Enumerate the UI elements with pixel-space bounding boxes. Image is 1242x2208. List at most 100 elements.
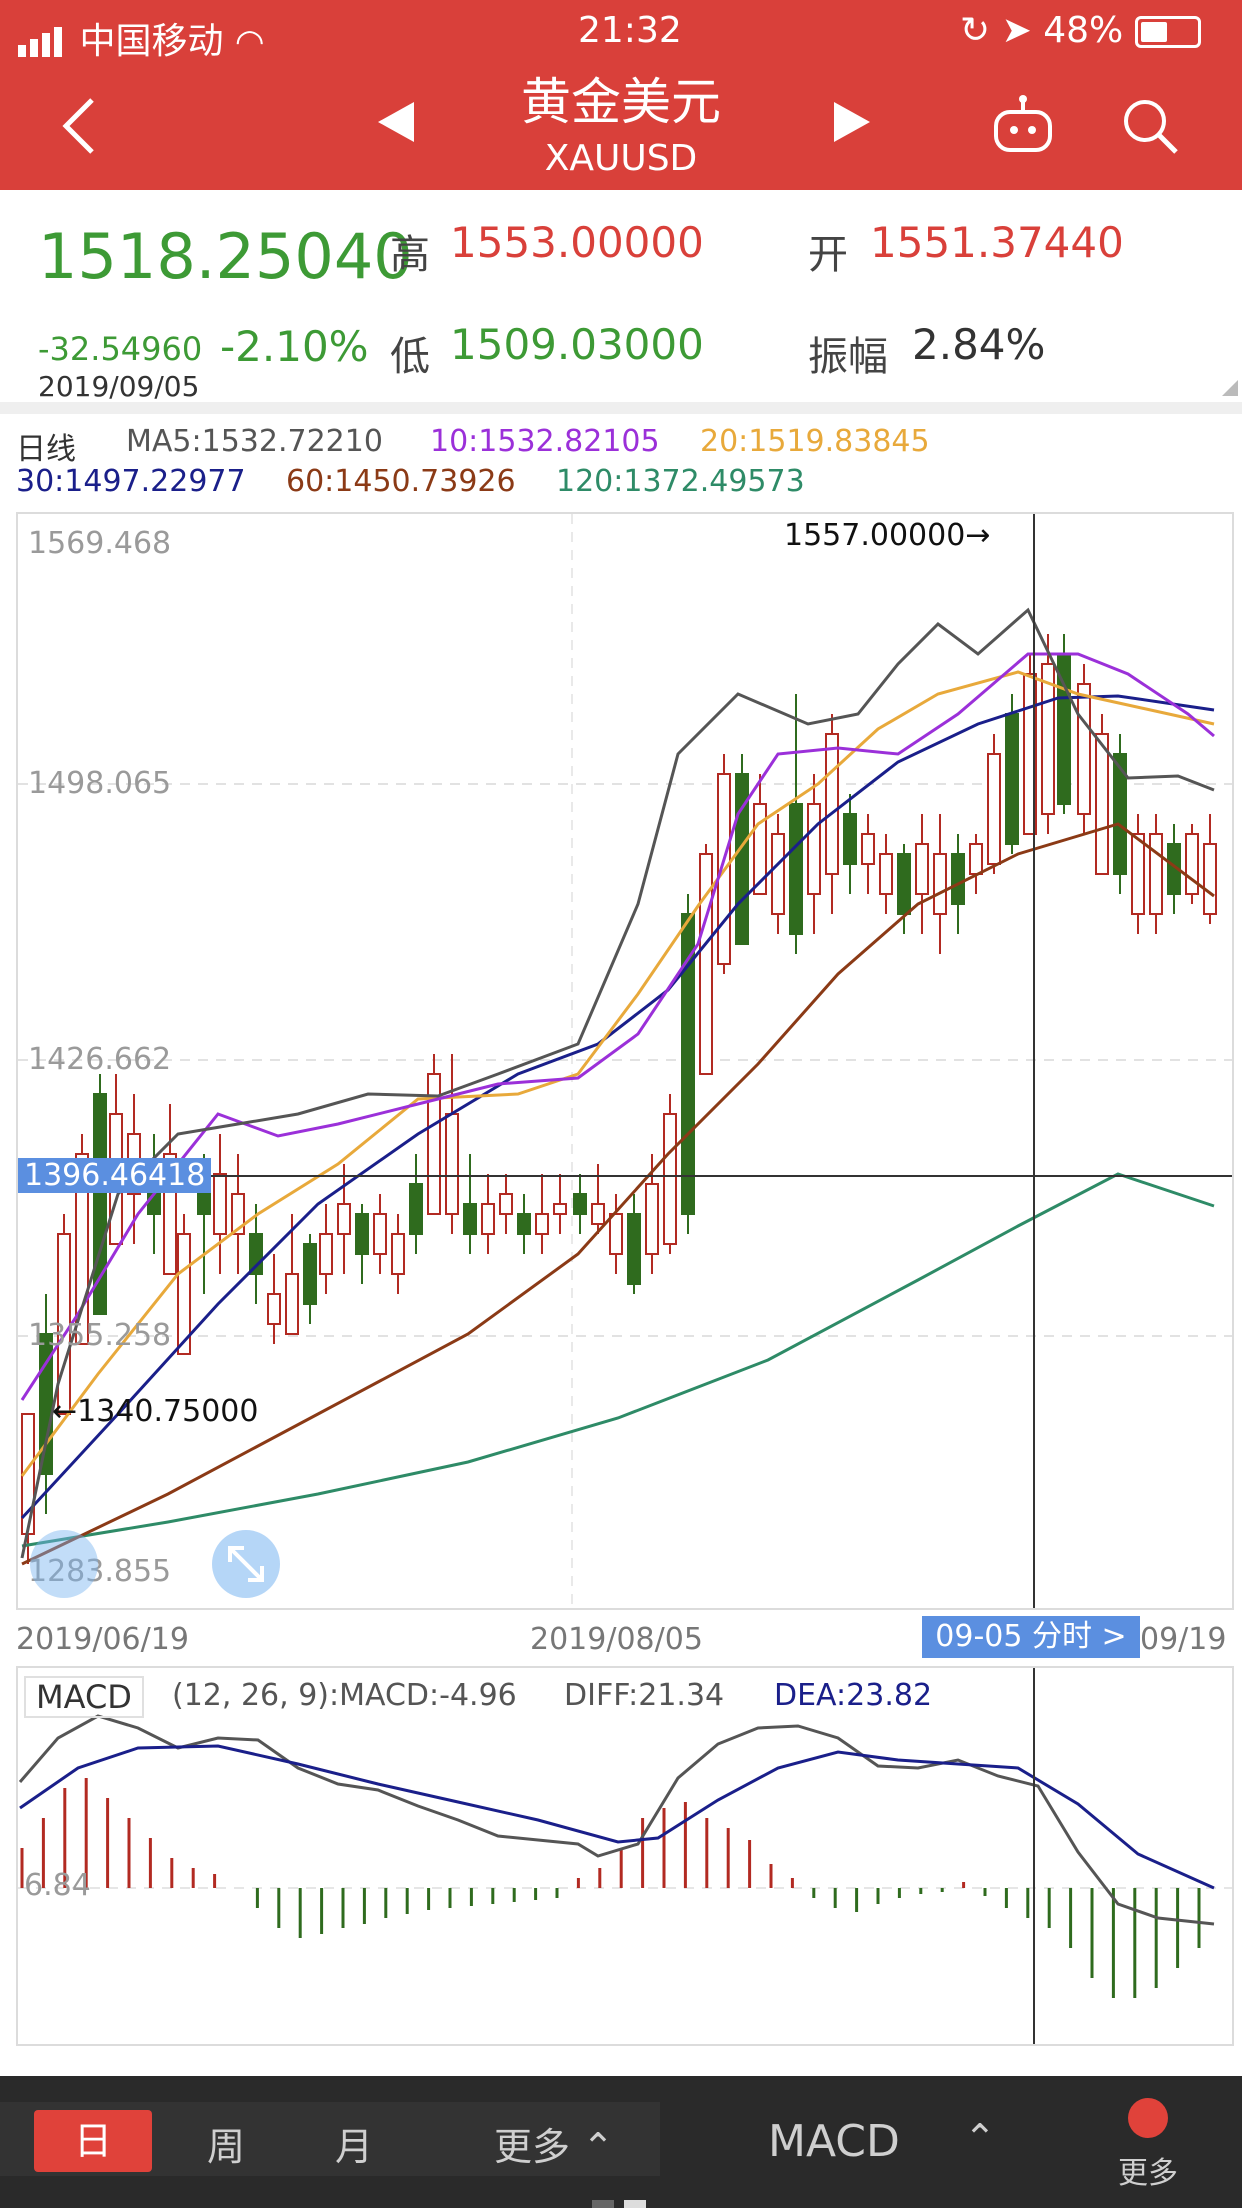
candle-body (645, 1183, 659, 1255)
candle-body (915, 843, 929, 895)
carrier-name: 中国移动 (79, 21, 224, 62)
candle-body (771, 833, 785, 915)
candle-body (445, 1113, 459, 1215)
macd-panel[interactable]: MACD (12, 26, 9):MACD:-4.96 DIFF:21.34 D… (16, 1666, 1234, 2046)
candle-body (177, 1233, 191, 1355)
y-axis-label: 1569.468 (28, 526, 172, 561)
crosshair-value-badge: 1396.46418 (18, 1158, 212, 1193)
candle-body (427, 1073, 441, 1215)
record-icon (1128, 2098, 1168, 2138)
triangle-right-icon (834, 102, 870, 142)
macd-diff: DIFF:21.34 (564, 1678, 725, 1713)
more-menu-button[interactable]: 更多 (1108, 2098, 1188, 2198)
dea-line (19, 1744, 1215, 1890)
macd-chart-svg[interactable] (18, 1668, 1232, 2044)
candle-body (609, 1213, 623, 1255)
back-button[interactable] (60, 96, 100, 156)
candle-body (1095, 733, 1109, 875)
macd-histogram (20, 1778, 1201, 1998)
candle-body (969, 843, 983, 875)
macd-title: MACD (24, 1676, 144, 1718)
candle-body (1131, 833, 1145, 915)
y-axis-label: 1355.258 (28, 1318, 172, 1353)
indicator-selector[interactable]: MACD (768, 2116, 900, 2167)
candle-body (373, 1213, 387, 1255)
candle-body (861, 833, 875, 865)
ma10-legend: 10:1532.82105 (430, 424, 660, 459)
open-value: 1551.37440 (870, 218, 1124, 267)
macd-dea: DEA:23.82 (774, 1678, 933, 1713)
candle-body (1077, 683, 1091, 815)
ma20-legend: 20:1519.83845 (700, 424, 930, 459)
price-change: -32.54960 (38, 330, 203, 368)
candle-body (897, 853, 911, 915)
candle-body (933, 853, 947, 915)
candle-body (951, 853, 965, 905)
back-icon (62, 98, 94, 154)
robot-button[interactable] (990, 94, 1056, 160)
candle-body (481, 1203, 495, 1235)
intraday-link-button[interactable]: 09-05 分时 > (922, 1616, 1140, 1658)
x-axis-label: 2019/06/19 (16, 1622, 189, 1657)
candle-body (1203, 843, 1217, 915)
ma5-legend: MA5:1532.72210 (126, 424, 383, 459)
x-axis-label: 2019/08/05 (530, 1622, 703, 1657)
candle-body (825, 733, 839, 875)
low-value: 1509.03000 (450, 320, 704, 369)
indicator-chevron-up-icon[interactable]: ⌃ (964, 2116, 996, 2160)
candle-body (789, 803, 803, 935)
candle-body (355, 1213, 369, 1255)
ma10-line (20, 652, 1215, 1401)
candle-body (1149, 833, 1163, 915)
x-axis-label: 09/19 (1140, 1622, 1227, 1657)
candle-body (843, 813, 857, 865)
corner-indicator-icon (1222, 380, 1238, 396)
price-chart-panel[interactable]: 1569.468 1498.065 1426.662 1355.258 1283… (16, 512, 1234, 1610)
open-label: 开 (808, 232, 848, 278)
candle-body (517, 1213, 531, 1235)
macd-params: (12, 26, 9):MACD:-4.96 (172, 1678, 517, 1713)
search-button[interactable] (1120, 96, 1180, 160)
location-icon: ➤ (1001, 10, 1032, 51)
fullscreen-button[interactable] (212, 1530, 280, 1598)
top-bar: 中国移动 ◠ 21:32 ↻ ➤ 48% 黄金美元 XAUUSD (0, 0, 1242, 190)
quote-date: 2019/09/05 (38, 370, 200, 403)
candle-body (197, 1193, 211, 1215)
candle-body (807, 803, 821, 895)
candle-body (463, 1203, 477, 1235)
candle-body (285, 1273, 299, 1335)
current-price: 1518.25040 (38, 220, 413, 293)
expand-icon (228, 1546, 264, 1582)
candle-body (663, 1113, 677, 1245)
candle-body (267, 1293, 281, 1325)
triangle-left-icon (378, 102, 414, 142)
ma20-line (20, 670, 1215, 1477)
macd-axis-label: 6.84 (24, 1868, 91, 1903)
candle-body (1185, 833, 1199, 895)
battery-icon (1134, 16, 1201, 48)
candle-body (535, 1213, 549, 1235)
more-periods-button[interactable]: 更多 ⌃ (494, 2125, 614, 2169)
reset-zoom-button[interactable] (30, 1530, 98, 1598)
amplitude-value: 2.84% (912, 320, 1046, 369)
status-time: 21:32 (578, 10, 682, 51)
tab-week[interactable]: 周 (206, 2125, 245, 2169)
candle-body (879, 853, 893, 895)
candle-body (499, 1193, 513, 1215)
candle-body (93, 1093, 107, 1315)
tab-day[interactable]: 日 (34, 2110, 152, 2172)
candle-body (337, 1203, 351, 1235)
tab-month[interactable]: 月 (334, 2125, 373, 2169)
price-chart-svg[interactable] (18, 514, 1232, 1608)
period-label: 日线 (16, 432, 76, 467)
candle-body (987, 753, 1001, 865)
prev-symbol-button[interactable] (376, 100, 416, 148)
diff-line (18, 1714, 1215, 1926)
wifi-icon: ◠ (234, 22, 265, 62)
candle-body (303, 1243, 317, 1305)
chevron-up-icon: ⌃ (582, 2125, 614, 2169)
candle-body (1041, 663, 1055, 815)
price-change-pct: -2.10% (220, 322, 369, 371)
page-subtitle: XAUUSD (544, 138, 698, 179)
next-symbol-button[interactable] (832, 100, 872, 148)
